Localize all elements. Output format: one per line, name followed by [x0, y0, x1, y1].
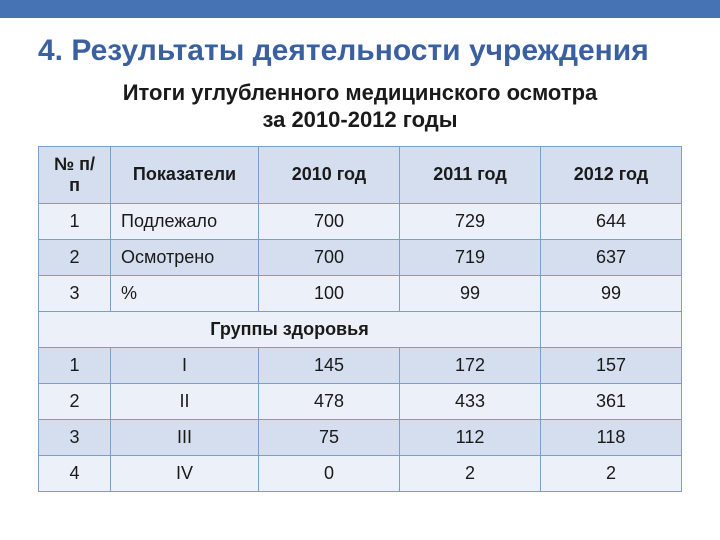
cell-num: 3 [39, 275, 111, 311]
table-row: 3 % 100 99 99 [39, 275, 682, 311]
cell-label: II [111, 383, 259, 419]
cell-num: 1 [39, 203, 111, 239]
cell-2011: 729 [400, 203, 541, 239]
cell-label: Подлежало [111, 203, 259, 239]
section-label: Группы здоровья [39, 311, 541, 347]
cell-2011: 99 [400, 275, 541, 311]
cell-2012: 2 [541, 455, 682, 491]
cell-2011: 433 [400, 383, 541, 419]
cell-label: Осмотрено [111, 239, 259, 275]
cell-label: III [111, 419, 259, 455]
cell-2011: 2 [400, 455, 541, 491]
slide-content: 4. Результаты деятельности учреждения Ит… [0, 18, 720, 492]
section-row: Группы здоровья [39, 311, 682, 347]
table-header-row: № п/п Показатели 2010 год 2011 год 2012 … [39, 146, 682, 203]
cell-2012: 118 [541, 419, 682, 455]
cell-2012: 637 [541, 239, 682, 275]
col-header-2011: 2011 год [400, 146, 541, 203]
cell-num: 2 [39, 383, 111, 419]
cell-2011: 172 [400, 347, 541, 383]
col-header-2012: 2012 год [541, 146, 682, 203]
section-empty [541, 311, 682, 347]
cell-2010: 700 [259, 203, 400, 239]
accent-bar [0, 0, 720, 18]
cell-num: 3 [39, 419, 111, 455]
cell-2011: 719 [400, 239, 541, 275]
cell-2010: 75 [259, 419, 400, 455]
subtitle-line1: Итоги углубленного медицинского осмотра [123, 80, 598, 105]
table-row: 1 Подлежало 700 729 644 [39, 203, 682, 239]
table-row: 2 Осмотрено 700 719 637 [39, 239, 682, 275]
subtitle: Итоги углубленного медицинского осмотра … [38, 79, 682, 134]
col-header-num: № п/п [39, 146, 111, 203]
cell-2010: 100 [259, 275, 400, 311]
cell-label: I [111, 347, 259, 383]
cell-2012: 99 [541, 275, 682, 311]
col-header-2010: 2010 год [259, 146, 400, 203]
page-title: 4. Результаты деятельности учреждения [38, 34, 682, 69]
cell-2012: 157 [541, 347, 682, 383]
table-row: 4 IV 0 2 2 [39, 455, 682, 491]
cell-2010: 145 [259, 347, 400, 383]
cell-label: % [111, 275, 259, 311]
cell-2010: 478 [259, 383, 400, 419]
cell-2012: 644 [541, 203, 682, 239]
cell-2012: 361 [541, 383, 682, 419]
cell-num: 4 [39, 455, 111, 491]
cell-2011: 112 [400, 419, 541, 455]
cell-label: IV [111, 455, 259, 491]
table-row: 1 I 145 172 157 [39, 347, 682, 383]
table-row: 3 III 75 112 118 [39, 419, 682, 455]
cell-num: 2 [39, 239, 111, 275]
results-table: № п/п Показатели 2010 год 2011 год 2012 … [38, 146, 682, 492]
cell-2010: 700 [259, 239, 400, 275]
table-row: 2 II 478 433 361 [39, 383, 682, 419]
cell-2010: 0 [259, 455, 400, 491]
col-header-ind: Показатели [111, 146, 259, 203]
cell-num: 1 [39, 347, 111, 383]
subtitle-line2: за 2010-2012 годы [262, 107, 457, 132]
